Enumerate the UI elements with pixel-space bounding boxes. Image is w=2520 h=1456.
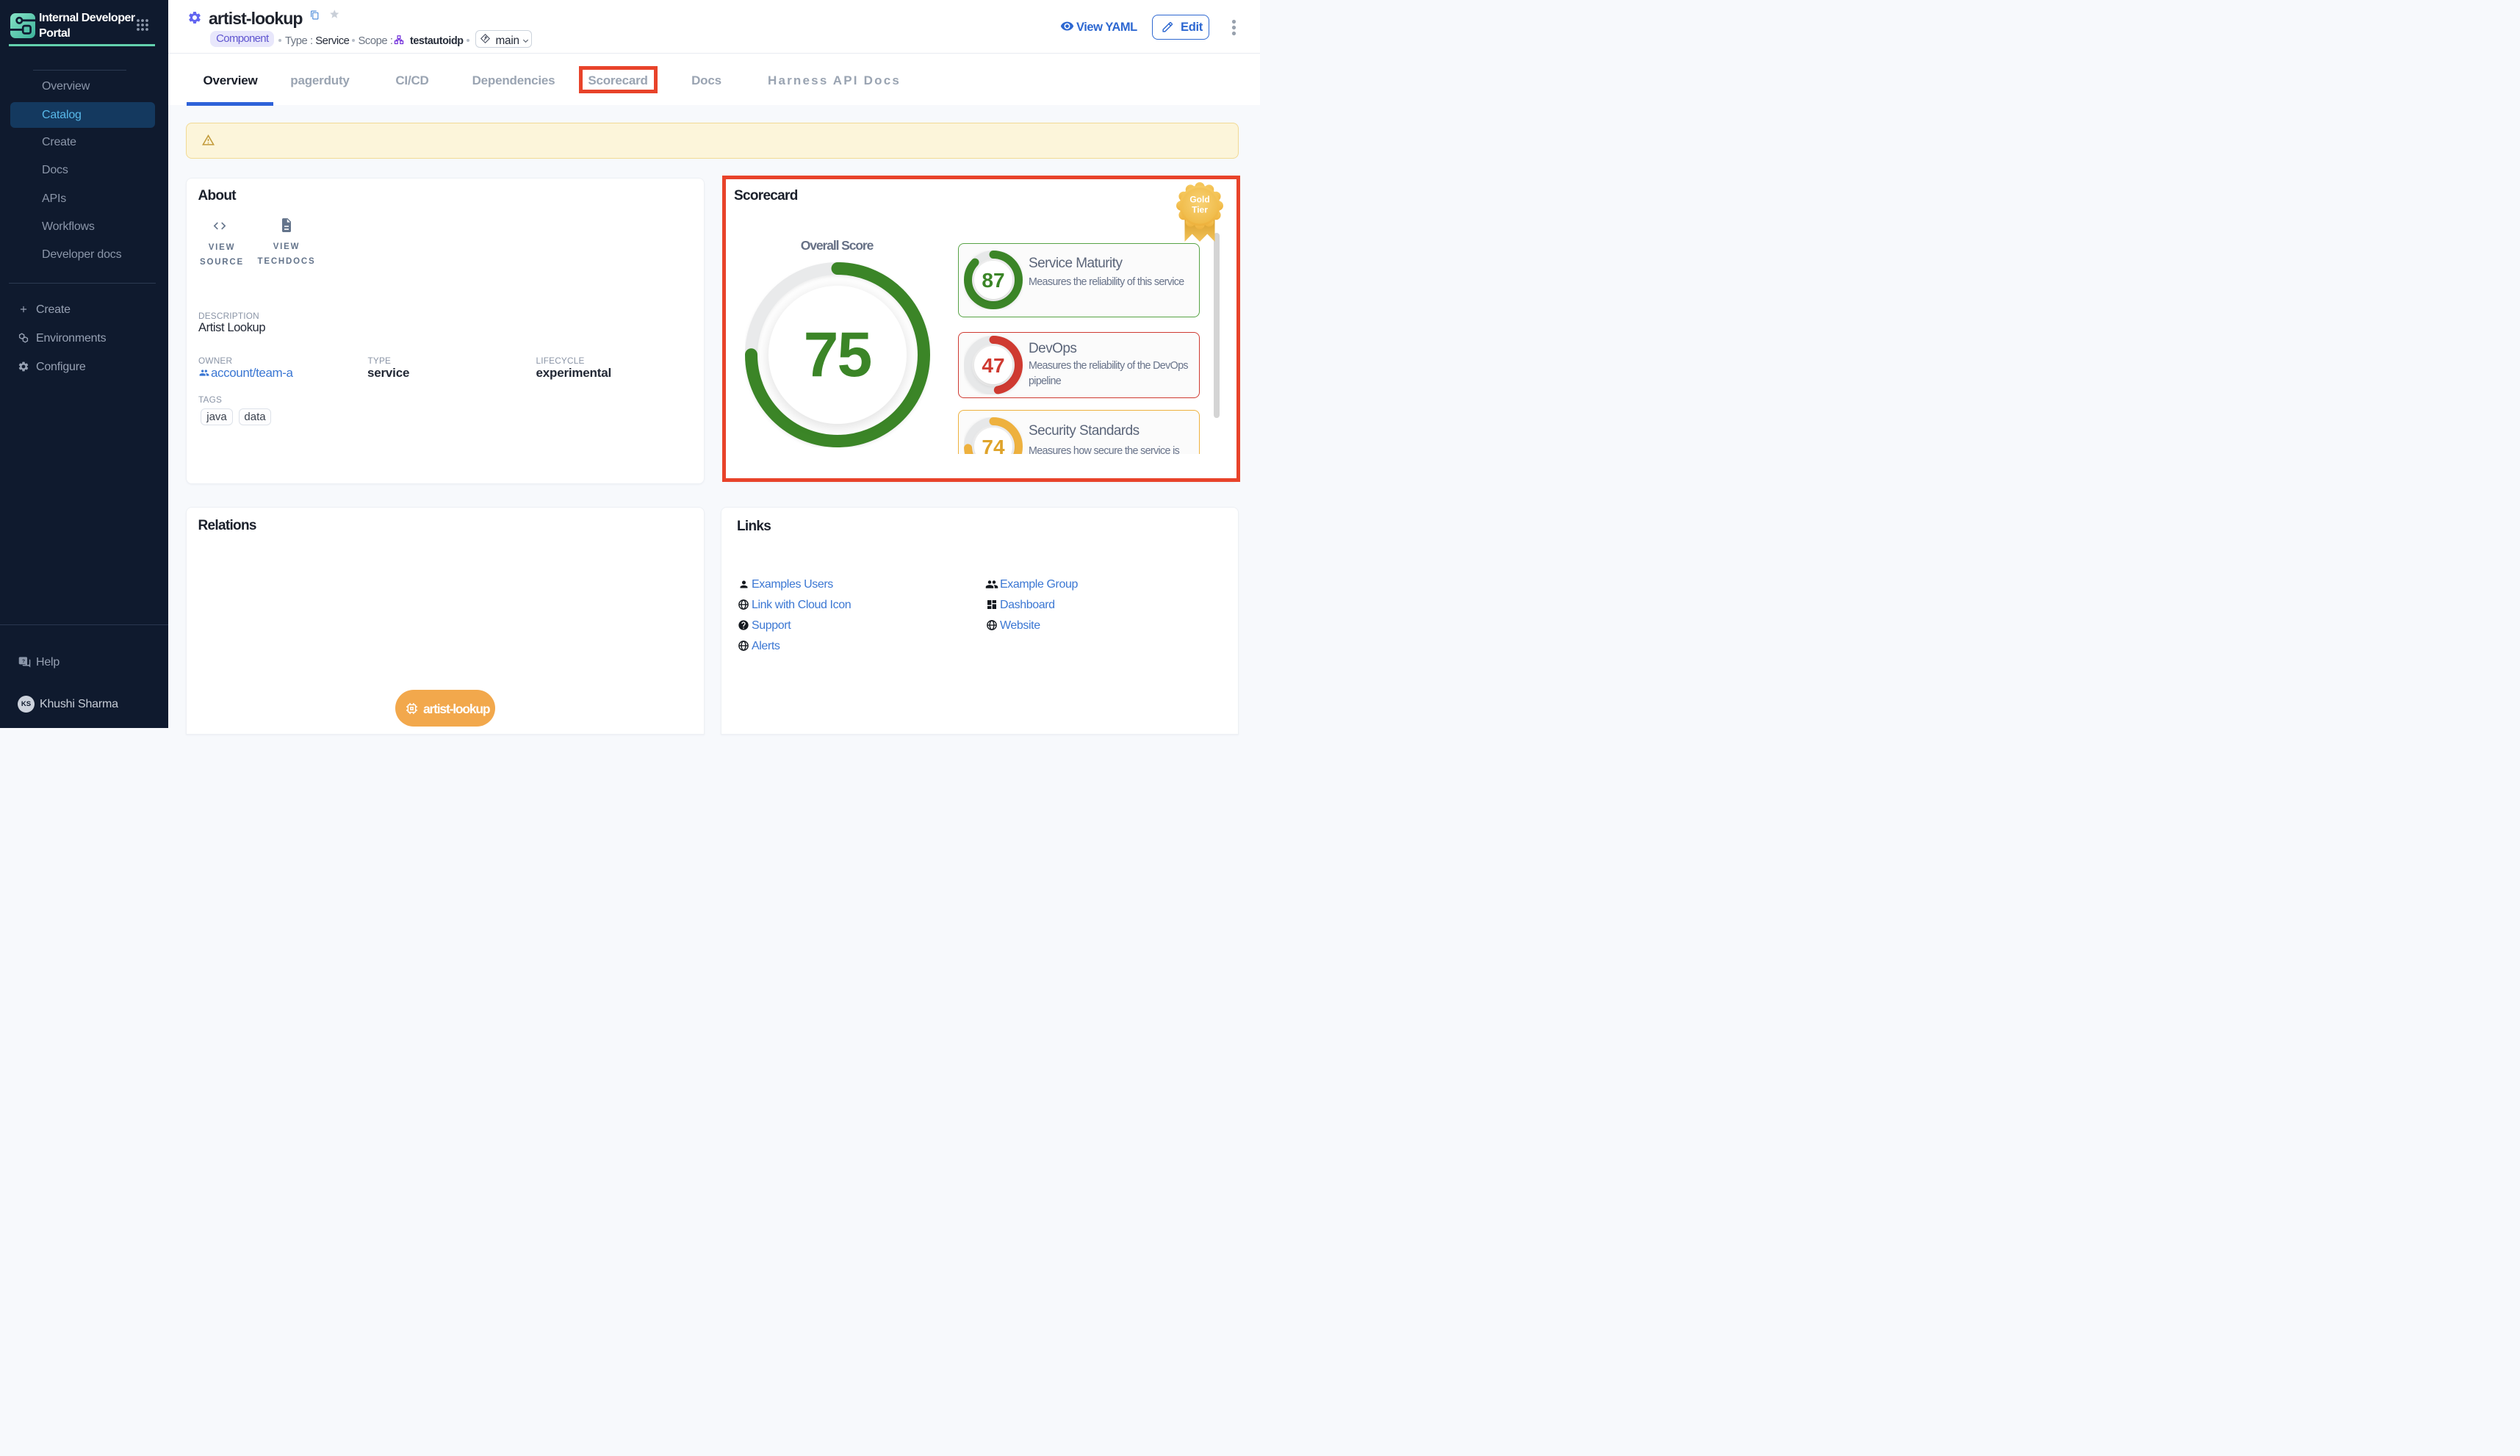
svg-text:87: 87	[982, 269, 1004, 292]
svg-text:74: 74	[982, 436, 1005, 454]
svg-text:Tier: Tier	[1192, 205, 1208, 215]
svg-text:?: ?	[22, 659, 25, 664]
svg-text:Gold: Gold	[1189, 195, 1209, 205]
svg-text:47: 47	[982, 354, 1004, 377]
